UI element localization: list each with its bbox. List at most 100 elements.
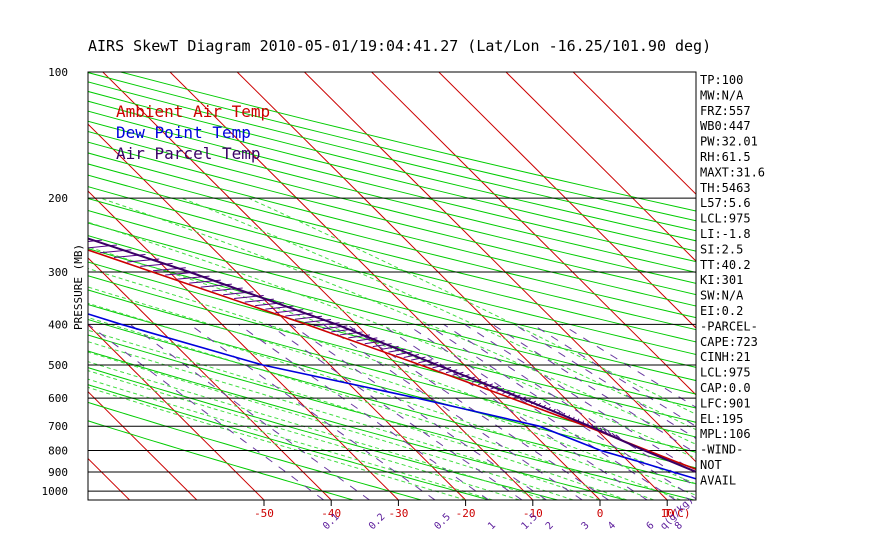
dry-adiabat-line (88, 152, 696, 307)
pressure-tick-label: 900 (48, 466, 68, 479)
mixing-ratio-label: 2 (544, 520, 556, 532)
legend-entry: Ambient Air Temp (116, 102, 270, 121)
mixing-ratio-label: 0.2 (367, 512, 388, 533)
bottom-temp-tick-label: 10 (661, 507, 674, 520)
dry-adiabat-line (88, 304, 696, 469)
mixing-ratio-line (322, 323, 583, 500)
cape-hatch (380, 345, 399, 350)
mixing-ratio-line (129, 323, 370, 500)
dry-adiabat-line (88, 174, 696, 331)
mixing-ratio-line (189, 323, 436, 500)
moist-adiabat-line (88, 286, 696, 496)
stability-index: SW:N/A (700, 289, 744, 303)
dry-adiabat-line (88, 141, 696, 296)
mixing-ratio-label: 6 (645, 520, 657, 532)
isotherm-line (505, 72, 696, 262)
dry-adiabat-line (88, 131, 696, 284)
cape-hatch (607, 430, 612, 435)
pressure-tick-label: 600 (48, 392, 68, 405)
pressure-tick-label: 200 (48, 192, 68, 205)
pressure-tick-label: 100 (48, 66, 68, 79)
dry-adiabat-line (88, 248, 696, 409)
cape-hatch (403, 354, 420, 359)
cape-hatch (43, 230, 69, 233)
cape-hatch (599, 427, 603, 432)
dry-adiabat-line (88, 110, 696, 263)
mixing-ratio-label: 0.5 (432, 512, 453, 533)
bottom-temp-tick-label: -30 (388, 507, 408, 520)
isotherm-line (88, 257, 332, 500)
dry-adiabat-line (88, 275, 696, 438)
isotherm-line (371, 72, 696, 396)
dry-adiabat-line (88, 120, 696, 273)
isotherm-line (572, 72, 696, 195)
mixing-ratio-line (406, 323, 676, 500)
cape-hatch (0, 213, 11, 216)
stability-index: LCL:975 (700, 212, 751, 226)
parcel-temp-line (88, 237, 696, 473)
mixing-ratio-line (443, 323, 696, 488)
bottom-temp-tick-label: -10 (523, 507, 543, 520)
stability-index: WB0:447 (700, 119, 751, 133)
isotherm-line (304, 72, 696, 463)
isotherm-line (88, 391, 198, 500)
stability-index: L57:5.6 (700, 196, 751, 210)
dry-adiabat-line (88, 222, 696, 382)
temp-unit-label: T(C) (664, 507, 691, 520)
isotherm-line (169, 72, 601, 500)
dry-adiabat-line (88, 401, 422, 500)
mixing-ratio-line (464, 323, 696, 473)
moist-adiabat-line (100, 197, 696, 445)
dry-adiabat-line (88, 350, 626, 500)
dry-adiabat-line (88, 235, 696, 395)
cape-hatch (615, 434, 620, 439)
cape-hatch (372, 343, 392, 348)
moist-adiabat-line (88, 221, 696, 459)
dry-adiabat-line (88, 163, 696, 319)
stability-index: MW:N/A (700, 88, 744, 102)
cape-hatch (28, 225, 50, 228)
stability-index: SI:2.5 (700, 242, 743, 256)
stability-index: CINH:21 (700, 350, 751, 364)
dry-adiabat-line (88, 420, 354, 500)
stability-index: TT:40.2 (700, 258, 751, 272)
mixing-ratio-line (238, 323, 490, 500)
cape-hatch (364, 340, 385, 345)
pressure-tick-label: 400 (48, 318, 68, 331)
stability-index: AVAIL (700, 473, 736, 487)
legend-entry: Dew Point Temp (116, 123, 251, 142)
moist-adiabat-line (181, 197, 696, 431)
mixing-ratio-label: 1 (486, 520, 498, 532)
legend-entry: Air Parcel Temp (116, 144, 261, 163)
bottom-temp-tick-label: -40 (321, 507, 341, 520)
mixing-ratio-line (426, 323, 696, 500)
cape-hatch (611, 432, 616, 437)
stability-index: LCL:975 (700, 366, 751, 380)
moist-adiabat-line (88, 386, 466, 500)
stability-index: FRZ:557 (700, 104, 751, 118)
plot-frame (87, 71, 697, 501)
cape-hatch (57, 235, 86, 238)
isotherm-line (0, 72, 62, 500)
dry-adiabat-line (88, 209, 696, 368)
stability-index: -WIND- (700, 443, 743, 457)
pressure-axis-label: PRESSURE (MB) (72, 244, 85, 330)
stability-index: MPL:106 (700, 427, 751, 441)
isotherm-line (88, 190, 399, 500)
dry-adiabat-line (88, 384, 490, 500)
isotherm-line (88, 123, 466, 500)
mixing-ratio-line (513, 323, 696, 440)
stability-index: NOT (700, 458, 722, 472)
dry-adiabat-line (88, 289, 696, 453)
mixing-ratio-line (268, 323, 523, 500)
stability-index: EI:0.2 (700, 304, 743, 318)
cape-hatch (603, 429, 607, 433)
stability-index: LFC:901 (700, 396, 751, 410)
cape-hatch (410, 356, 426, 361)
pressure-tick-label: 700 (48, 420, 68, 433)
dry-adiabat-line (88, 319, 696, 485)
dry-adiabat-line (88, 261, 696, 423)
pressure-tick-label: 1000 (42, 485, 69, 498)
